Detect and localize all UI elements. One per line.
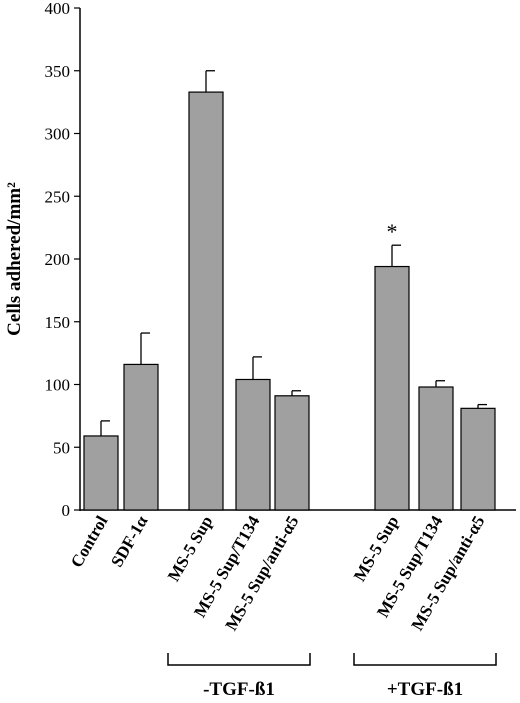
y-tick-label: 150 bbox=[45, 313, 71, 332]
y-axis: 0 50 100 150 200 250 300 350 400 bbox=[45, 0, 516, 520]
bar bbox=[374, 265, 410, 511]
bar bbox=[418, 386, 454, 511]
bar bbox=[123, 363, 159, 511]
group-label: +TGF-ß1 bbox=[387, 679, 463, 700]
y-tick-label: 350 bbox=[45, 62, 71, 81]
y-tick-label: 100 bbox=[45, 376, 71, 395]
bar bbox=[188, 91, 224, 511]
bars: * bbox=[83, 70, 496, 511]
y-tick-label: 200 bbox=[45, 250, 71, 269]
significance-marker: * bbox=[387, 219, 398, 244]
category-label: SDF-1α bbox=[107, 512, 152, 570]
bar bbox=[274, 395, 310, 511]
group-bracket bbox=[353, 653, 497, 666]
y-tick-label: 250 bbox=[45, 187, 71, 206]
group-bracket bbox=[167, 653, 311, 666]
y-tick-label: 300 bbox=[45, 125, 71, 144]
y-axis-title: Cells adhered/mm² bbox=[4, 182, 25, 336]
bar bbox=[235, 378, 271, 511]
group-brackets: -TGF-ß1 +TGF-ß1 bbox=[167, 653, 497, 700]
bar bbox=[460, 407, 496, 511]
category-label: MS-5 Sup bbox=[164, 513, 217, 585]
category-label: Control bbox=[67, 512, 112, 571]
y-tick-label: 400 bbox=[45, 0, 71, 18]
y-tick-label: 50 bbox=[53, 438, 70, 457]
group-label: -TGF-ß1 bbox=[203, 679, 275, 700]
y-tick-label: 0 bbox=[62, 501, 71, 520]
bar bbox=[83, 435, 119, 511]
